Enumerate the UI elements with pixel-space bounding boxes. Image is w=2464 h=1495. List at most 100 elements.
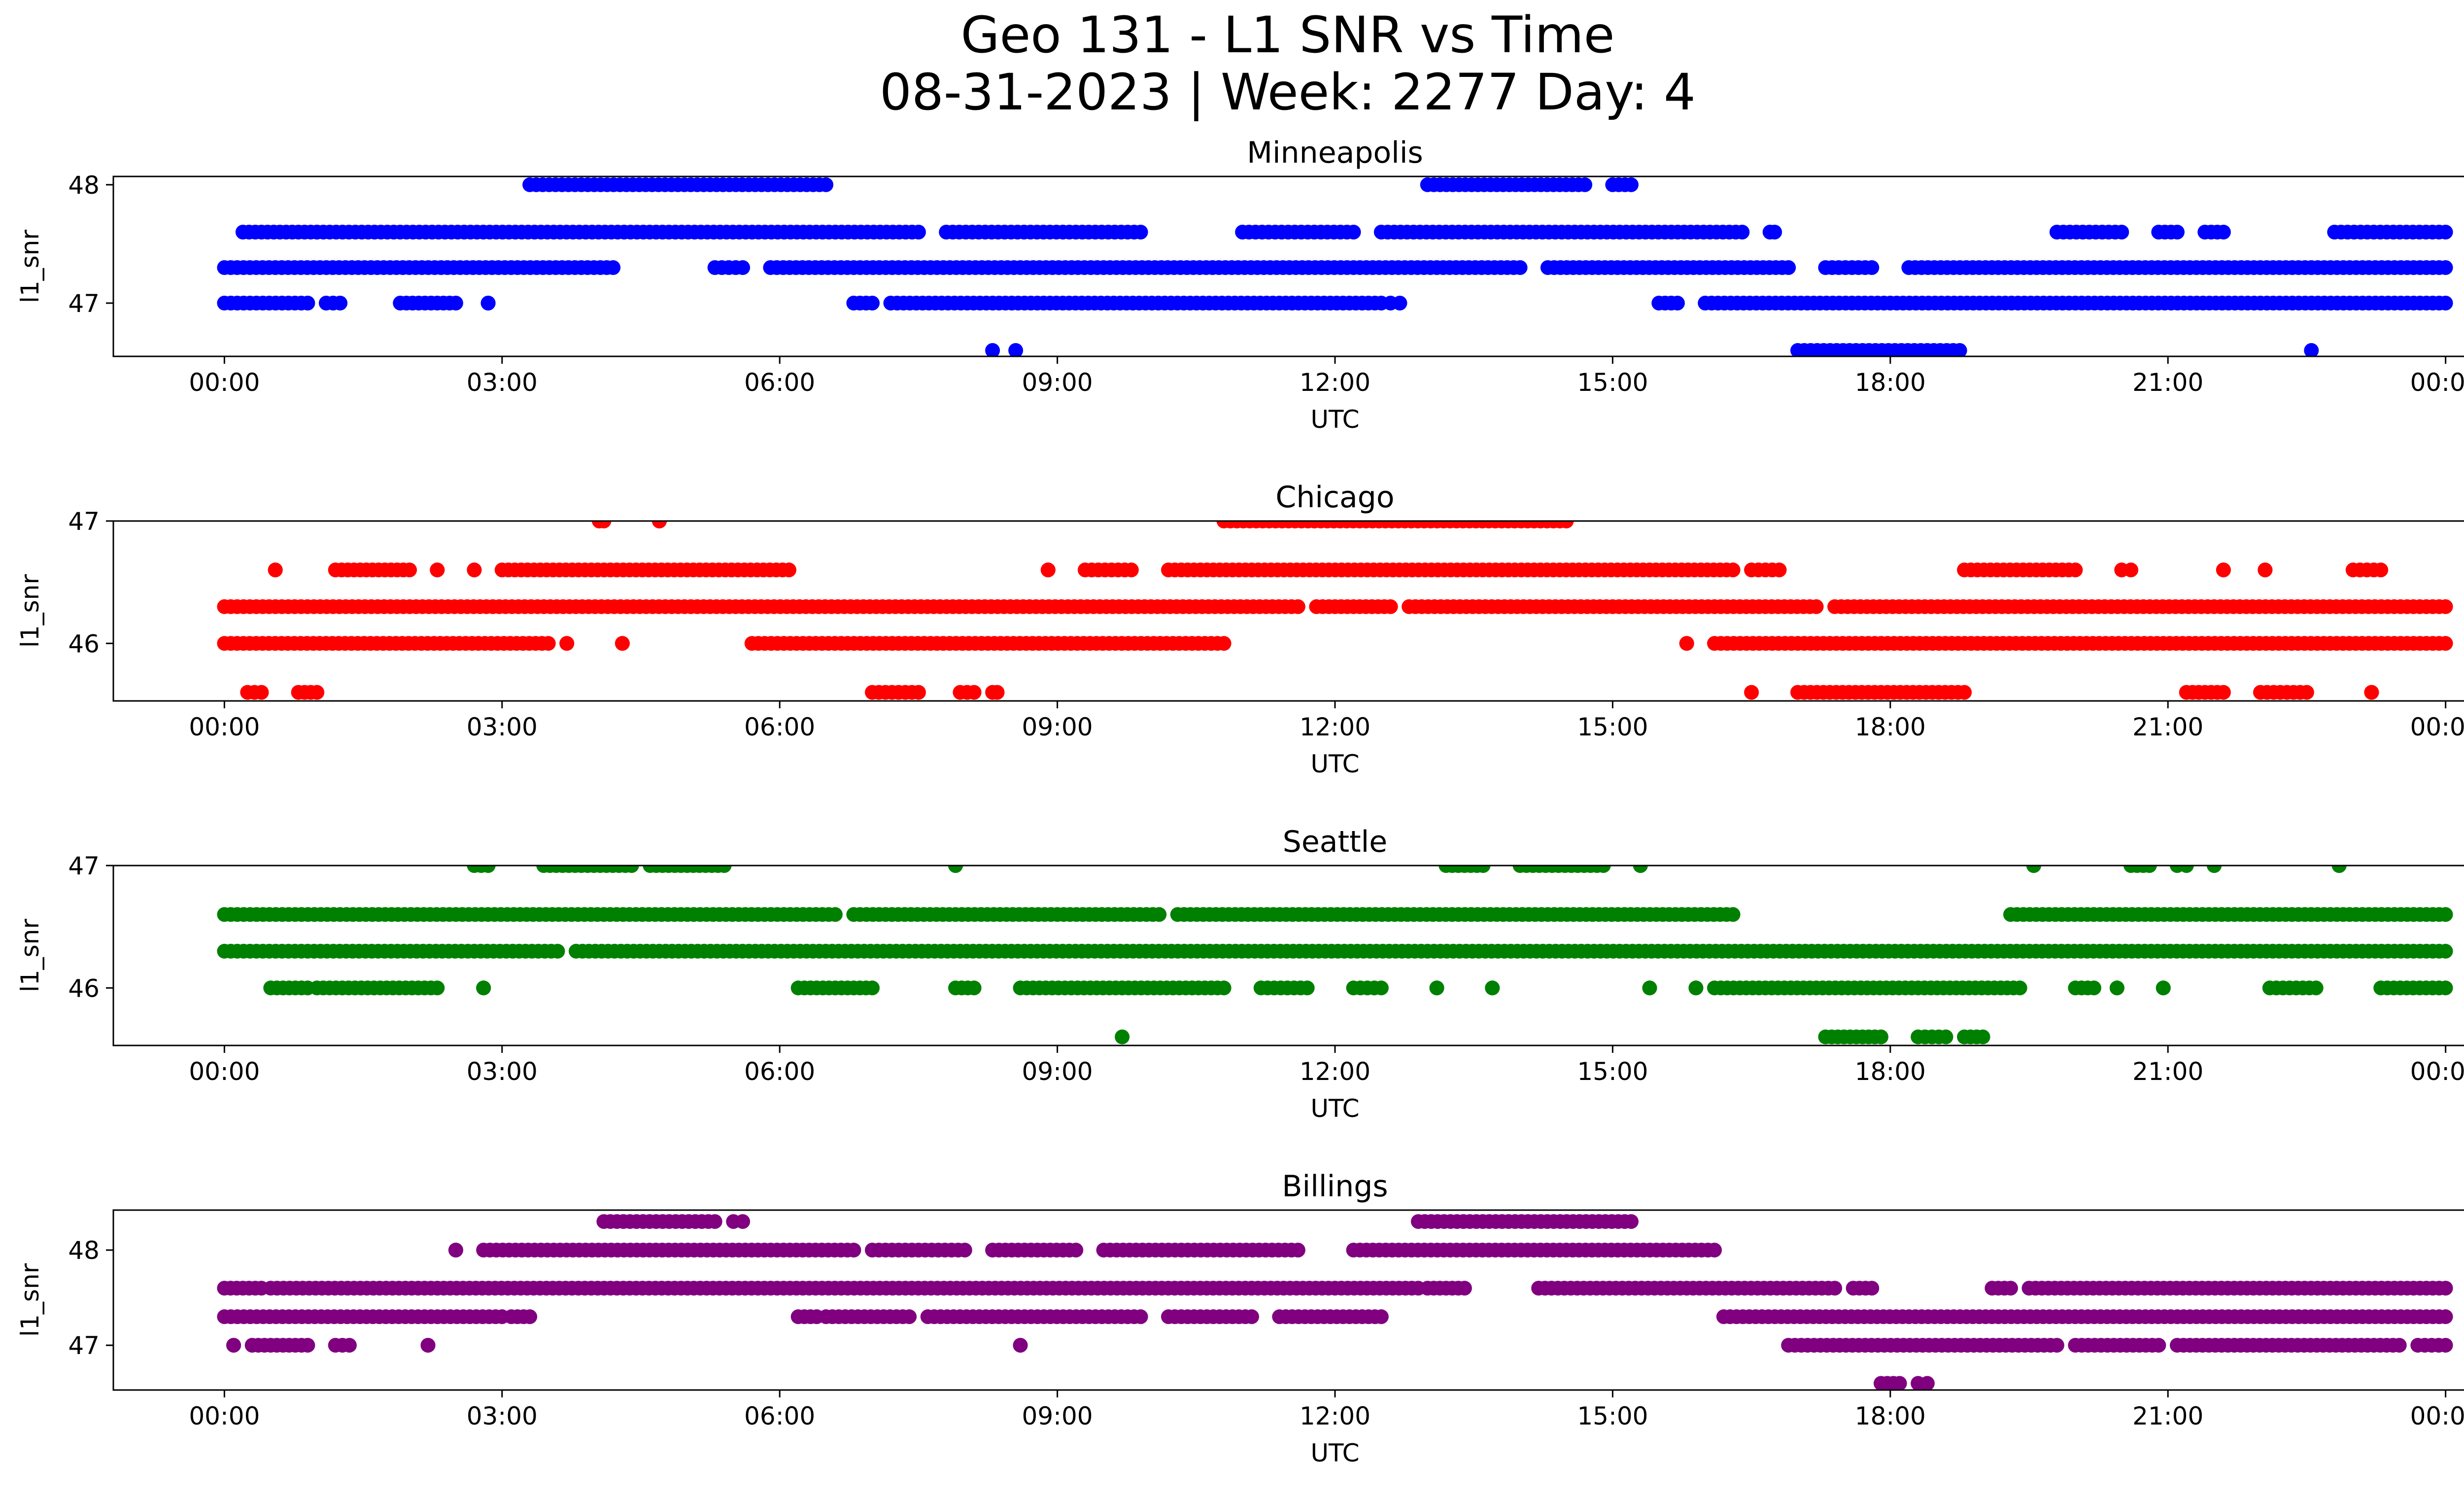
data-point bbox=[2438, 907, 2453, 922]
x-tick-label: 03:00 bbox=[467, 368, 538, 397]
x-tick-label: 18:00 bbox=[1855, 1402, 1926, 1430]
x-tick-label: 06:00 bbox=[744, 368, 815, 397]
data-point bbox=[2438, 599, 2453, 614]
data-point bbox=[1688, 980, 1704, 996]
data-point bbox=[1892, 1376, 1907, 1390]
data-point bbox=[1827, 1281, 1843, 1296]
data-point bbox=[300, 295, 315, 311]
data-point bbox=[2114, 224, 2129, 240]
x-tick-label: 00:00 bbox=[2410, 368, 2464, 397]
data-point bbox=[1512, 260, 1528, 275]
data-point bbox=[2299, 685, 2314, 700]
data-point bbox=[541, 636, 556, 651]
data-point bbox=[1429, 980, 1444, 996]
data-point bbox=[596, 521, 612, 528]
data-point bbox=[2216, 685, 2231, 700]
data-point bbox=[1373, 1309, 1389, 1324]
data-point bbox=[2392, 1338, 2407, 1353]
data-point bbox=[1938, 1029, 1953, 1044]
data-point bbox=[1068, 1243, 1084, 1258]
data-point bbox=[1919, 1376, 1935, 1390]
data-point bbox=[1725, 562, 1741, 578]
data-point bbox=[2258, 562, 2273, 578]
data-point bbox=[1216, 980, 1232, 996]
data-point bbox=[2304, 343, 2319, 356]
y-tick-label: 47 bbox=[68, 507, 100, 536]
minneapolis-title: Minneapolis bbox=[1247, 136, 1423, 170]
data-point bbox=[707, 1214, 722, 1229]
data-point bbox=[1975, 1029, 1990, 1044]
x-tick-label: 06:00 bbox=[744, 1057, 815, 1086]
data-point bbox=[966, 980, 982, 996]
billings-x-axis-label: UTC bbox=[1310, 1439, 1359, 1467]
x-tick-label: 06:00 bbox=[744, 1402, 815, 1430]
data-point bbox=[420, 1338, 436, 1353]
y-tick-label: 48 bbox=[68, 171, 100, 200]
data-point bbox=[1735, 224, 1750, 240]
data-point bbox=[1008, 343, 1024, 356]
data-point bbox=[827, 907, 843, 922]
data-point bbox=[226, 1338, 241, 1353]
data-point bbox=[717, 866, 732, 873]
data-point bbox=[2170, 224, 2185, 240]
data-point bbox=[430, 562, 445, 578]
x-tick-label: 12:00 bbox=[1300, 1402, 1370, 1430]
y-tick-label: 46 bbox=[68, 629, 100, 658]
figure-title-line2: 08-31-2023 | Week: 2277 Day: 4 bbox=[880, 63, 1696, 122]
data-point bbox=[2123, 562, 2139, 578]
data-point bbox=[342, 1338, 357, 1353]
data-point bbox=[2216, 562, 2231, 578]
x-tick-label: 12:00 bbox=[1300, 713, 1370, 741]
data-point bbox=[268, 562, 283, 578]
data-point bbox=[2049, 1338, 2064, 1353]
data-point bbox=[911, 685, 926, 700]
data-point bbox=[615, 636, 630, 651]
y-tick-label: 46 bbox=[68, 974, 100, 1003]
data-point bbox=[1633, 866, 1648, 873]
data-point bbox=[1124, 562, 1139, 578]
data-point bbox=[1115, 1029, 1130, 1044]
x-tick-label: 18:00 bbox=[1855, 368, 1926, 397]
data-point bbox=[2179, 866, 2194, 873]
data-point bbox=[1383, 599, 1398, 614]
data-point bbox=[1781, 260, 1796, 275]
x-tick-label: 21:00 bbox=[2132, 1402, 2203, 1430]
data-point bbox=[2216, 224, 2231, 240]
data-point bbox=[911, 224, 926, 240]
data-point bbox=[1133, 1309, 1148, 1324]
x-tick-label: 03:00 bbox=[467, 713, 538, 741]
y-tick-label: 47 bbox=[68, 1331, 100, 1360]
minneapolis-x-axis-label: UTC bbox=[1310, 405, 1359, 434]
data-point bbox=[2026, 866, 2041, 873]
x-tick-label: 12:00 bbox=[1300, 368, 1370, 397]
data-point bbox=[990, 685, 1005, 700]
data-point bbox=[985, 343, 1000, 356]
data-point bbox=[2156, 980, 2171, 996]
x-tick-label: 09:00 bbox=[1022, 1057, 1093, 1086]
billings-y-axis-label: l1_snr bbox=[16, 1263, 44, 1337]
data-point bbox=[966, 685, 982, 700]
data-point bbox=[1244, 1309, 1259, 1324]
x-tick-label: 21:00 bbox=[2132, 1057, 2203, 1086]
data-point bbox=[902, 1309, 917, 1324]
x-tick-label: 15:00 bbox=[1577, 713, 1648, 741]
x-tick-label: 12:00 bbox=[1300, 1057, 1370, 1086]
x-tick-label: 21:00 bbox=[2132, 713, 2203, 741]
x-tick-label: 15:00 bbox=[1577, 368, 1648, 397]
y-tick-label: 47 bbox=[68, 852, 100, 880]
data-point bbox=[1744, 685, 1759, 700]
data-point bbox=[2012, 980, 2027, 996]
minneapolis-subplot: Minneapolis 00:00 03:00 06:00 09:00 12:00 15:0… bbox=[16, 136, 2464, 434]
data-point bbox=[606, 260, 621, 275]
data-point bbox=[957, 1243, 972, 1258]
billings-points bbox=[217, 1214, 2453, 1390]
x-tick-label: 00:00 bbox=[189, 713, 260, 741]
billings-axes-frame bbox=[112, 1209, 2464, 1391]
data-point bbox=[2373, 562, 2389, 578]
figure-title: Geo 131 - L1 SNR vs Time 08-31-2023 | We… bbox=[0, 7, 2464, 121]
x-tick-label: 21:00 bbox=[2132, 368, 2203, 397]
data-point bbox=[333, 295, 348, 311]
x-tick-label: 15:00 bbox=[1577, 1402, 1648, 1430]
x-tick-label: 00:00 bbox=[189, 368, 260, 397]
